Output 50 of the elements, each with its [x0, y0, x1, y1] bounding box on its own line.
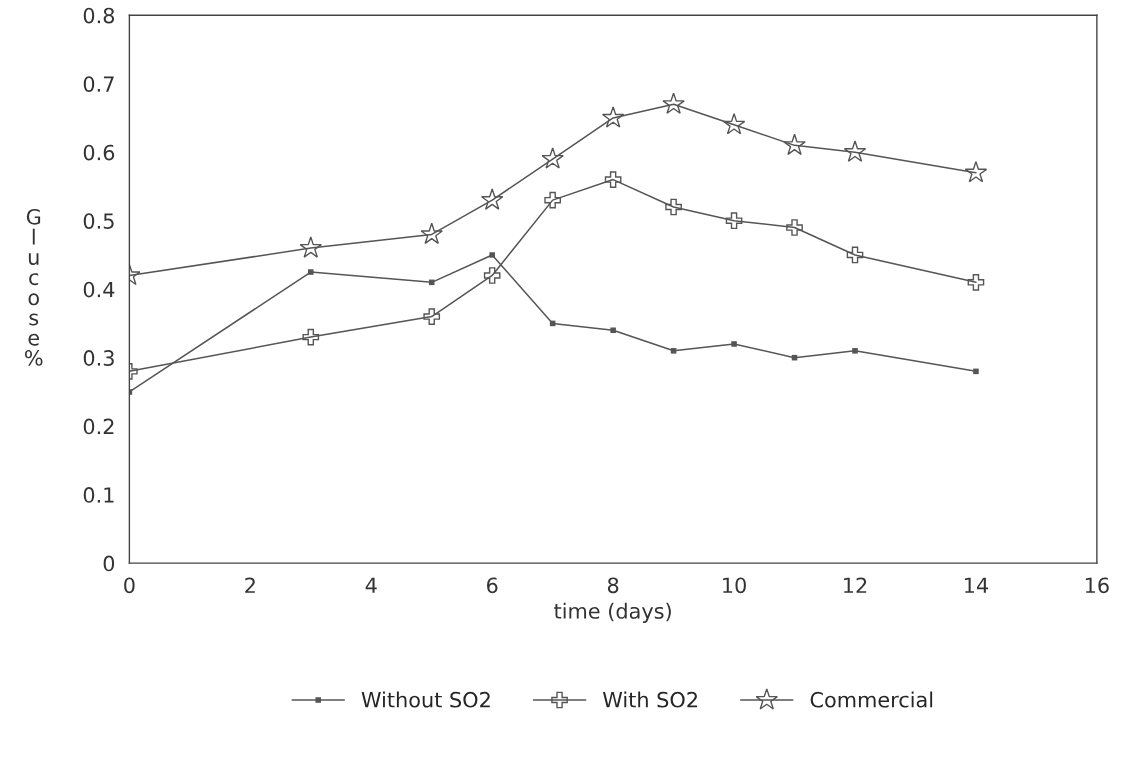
point [541, 147, 564, 169]
point [964, 160, 988, 183]
y-tick-label: 0.8 [83, 7, 115, 24]
point [423, 308, 441, 325]
point [665, 198, 682, 216]
point [843, 140, 867, 162]
point [967, 273, 985, 291]
point [786, 219, 803, 236]
y-tick-label: 0.3 [83, 350, 114, 366]
x-axis-title: time (days) [554, 602, 671, 623]
point [302, 328, 320, 346]
x-tick-label: 16 [1085, 577, 1109, 594]
x-tick-label: 8 [607, 577, 619, 594]
point [299, 236, 323, 258]
point [670, 348, 677, 354]
point [604, 171, 622, 188]
point [722, 112, 746, 135]
point [783, 133, 806, 156]
y-tick-label: 0.5 [83, 213, 114, 229]
y-tick-label: 0.4 [83, 281, 115, 298]
point [662, 92, 685, 114]
x-tick-label: 10 [723, 577, 746, 594]
y-axis-title: Glucose % [25, 208, 43, 366]
point [544, 191, 561, 209]
x-tick-label: 2 [245, 577, 255, 593]
point [420, 222, 443, 245]
x-tick-label: 6 [487, 577, 498, 594]
point [731, 341, 737, 347]
point [973, 368, 979, 375]
point [610, 327, 616, 334]
point [601, 106, 625, 128]
point [308, 269, 314, 275]
point [489, 252, 495, 258]
y-tick-label: 0.6 [83, 144, 115, 161]
point [846, 246, 864, 264]
x-tick-label: 4 [365, 577, 377, 593]
point [852, 348, 858, 354]
point [480, 188, 504, 210]
x-tick-label: 12 [844, 577, 867, 593]
y-tick-label: 0.2 [83, 418, 114, 435]
y-tick-label: 0.1 [83, 487, 114, 503]
legend-label: With SO2 [602, 691, 697, 708]
x-tick-label: 14 [964, 577, 989, 593]
y-tick-label: 0.7 [83, 76, 114, 92]
y-tick-label: 0 [103, 555, 115, 572]
point [483, 267, 501, 284]
legend-label: Commercial [810, 691, 933, 708]
point [725, 212, 743, 230]
x-tick-label: 0 [124, 577, 135, 594]
legend-label: Without SO2 [361, 691, 490, 708]
